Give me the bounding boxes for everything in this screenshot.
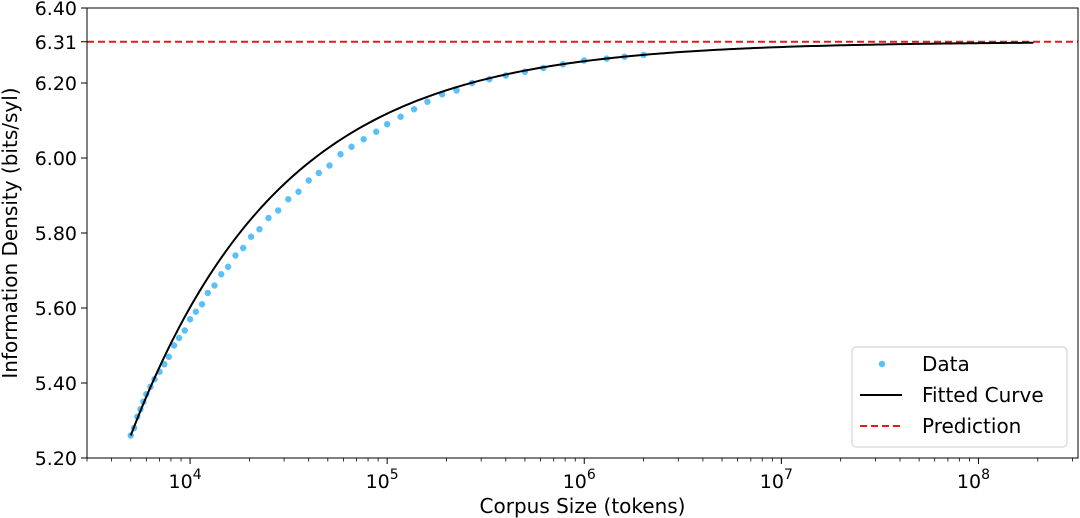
x-tick-label: 106 — [563, 467, 596, 493]
y-tick-label: 6.40 — [35, 0, 77, 20]
x-tick-label: 105 — [366, 467, 399, 493]
data-point — [165, 353, 172, 360]
y-tick-label: 6.31 — [35, 32, 77, 54]
legend-label: Fitted Curve — [922, 383, 1044, 407]
data-point — [305, 177, 312, 184]
data-point — [181, 327, 188, 334]
legend-data-marker — [878, 360, 886, 368]
data-point — [373, 128, 380, 135]
data-point — [204, 289, 211, 297]
data-point — [410, 106, 418, 113]
data-point — [247, 233, 255, 240]
data-point — [424, 98, 431, 105]
legend-label: Data — [922, 352, 970, 376]
data-point — [170, 342, 178, 349]
data-point — [337, 151, 344, 158]
data-point — [348, 143, 355, 150]
y-tick-label: 6.20 — [35, 73, 77, 95]
data-point — [232, 252, 239, 259]
data-point — [265, 214, 272, 222]
x-axis-label: Corpus Size (tokens) — [480, 494, 686, 518]
y-tick-label: 5.20 — [35, 448, 77, 470]
data-point — [453, 87, 460, 94]
data-point — [256, 226, 263, 233]
y-tick-label: 5.40 — [35, 373, 77, 395]
data-point — [211, 282, 218, 289]
y-tick-label: 6.00 — [35, 148, 77, 170]
data-point — [326, 162, 333, 169]
data-point — [186, 316, 194, 323]
y-tick-label: 5.80 — [35, 223, 77, 245]
data-point — [218, 271, 225, 278]
x-tick-label: 104 — [169, 467, 202, 493]
data-point — [397, 113, 404, 120]
x-tick-label: 108 — [957, 467, 990, 493]
data-point — [175, 334, 183, 342]
data-point — [198, 301, 206, 308]
legend-box — [851, 346, 1068, 448]
data-point — [315, 169, 323, 177]
x-tick-label: 107 — [760, 467, 793, 493]
fitted-curve-line — [129, 41, 1034, 436]
data-point — [360, 136, 367, 143]
data-point — [383, 121, 391, 128]
data-point — [285, 196, 292, 203]
data-point — [239, 244, 247, 252]
y-tick-label: 5.60 — [35, 298, 77, 320]
data-point — [224, 263, 232, 270]
data-point — [295, 188, 302, 195]
data-point — [274, 207, 282, 214]
data-point — [192, 308, 200, 315]
legend-label: Prediction — [922, 414, 1021, 438]
y-axis-label: Information Density (bits/syl) — [0, 87, 22, 378]
